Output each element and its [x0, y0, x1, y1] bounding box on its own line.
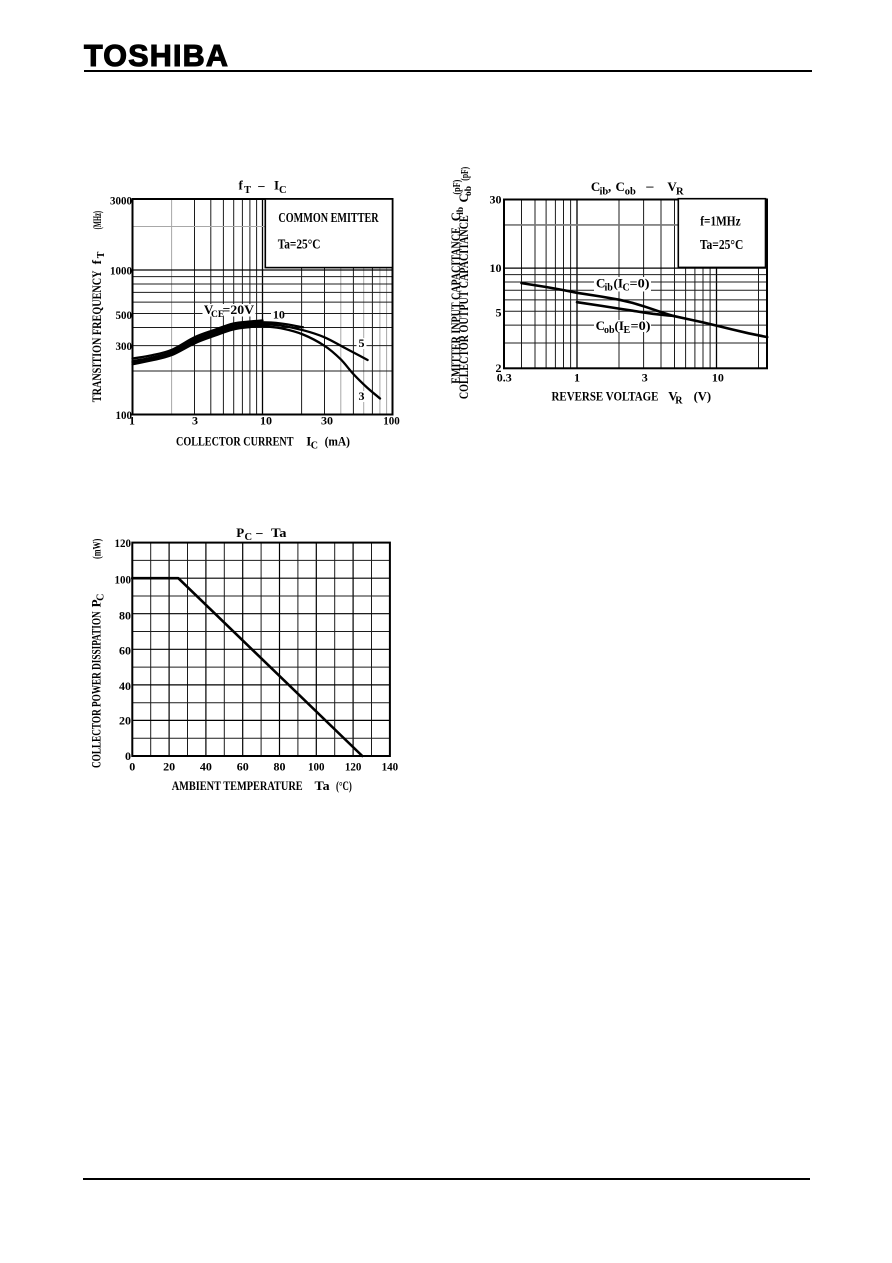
svg-text:TRANSITION FREQUENCY: TRANSITION FREQUENCY	[89, 270, 104, 402]
svg-text:120: 120	[345, 760, 362, 774]
svg-text:=20V: =20V	[223, 302, 255, 317]
svg-text:I: I	[274, 178, 279, 193]
svg-text:0: 0	[125, 749, 131, 763]
svg-text:C: C	[591, 179, 600, 194]
svg-text:(V): (V)	[694, 389, 712, 403]
svg-text:C: C	[596, 276, 605, 291]
svg-text:60: 60	[237, 760, 249, 774]
svg-text:E: E	[624, 325, 631, 336]
svg-text:3000: 3000	[110, 194, 132, 208]
svg-text:C: C	[596, 318, 605, 333]
svg-text:R: R	[676, 186, 684, 197]
svg-text:COMMON EMITTER: COMMON EMITTER	[278, 210, 379, 225]
svg-text:,: ,	[608, 179, 611, 194]
svg-text:V: V	[204, 302, 214, 317]
svg-text:10: 10	[490, 261, 502, 275]
svg-text:30: 30	[490, 193, 502, 207]
svg-text:C: C	[245, 532, 253, 543]
svg-text:20: 20	[163, 760, 175, 774]
svg-text:5: 5	[359, 336, 365, 350]
svg-text:10: 10	[273, 307, 285, 321]
svg-text:100: 100	[308, 760, 325, 774]
svg-text:20: 20	[119, 714, 131, 728]
svg-text:COLLECTOR OUTPUT CAPACITANCE: COLLECTOR OUTPUT CAPACITANCE	[457, 215, 471, 399]
svg-text:(MHz): (MHz)	[90, 211, 104, 230]
svg-text:100: 100	[116, 408, 133, 422]
svg-text:(pF): (pF)	[451, 179, 463, 194]
svg-text:EMITTER INPUT CAPACITANCE: EMITTER INPUT CAPACITANCE	[449, 227, 463, 384]
svg-text:f=1MHz: f=1MHz	[700, 214, 740, 229]
svg-text:ib: ib	[600, 186, 609, 197]
svg-text:COLLECTOR CURRENT: COLLECTOR CURRENT	[176, 434, 294, 449]
svg-text:300: 300	[116, 339, 133, 353]
svg-text:COLLECTOR POWER DISSIPATION: COLLECTOR POWER DISSIPATION	[89, 611, 104, 768]
svg-text:AMBIENT TEMPERATURE: AMBIENT TEMPERATURE	[172, 778, 303, 793]
svg-text:10: 10	[260, 414, 272, 428]
svg-text:ob: ob	[464, 186, 474, 196]
svg-text:V: V	[667, 179, 677, 194]
svg-text:1: 1	[574, 371, 580, 385]
svg-text:ob: ob	[625, 186, 636, 197]
svg-text:40: 40	[119, 679, 131, 693]
svg-text:V: V	[668, 388, 678, 403]
svg-text:=0): =0)	[631, 318, 651, 333]
svg-text:ob: ob	[604, 325, 615, 336]
svg-text:60: 60	[119, 644, 131, 658]
svg-text:3: 3	[192, 414, 198, 428]
svg-text:80: 80	[274, 760, 286, 774]
svg-text:C: C	[311, 441, 318, 452]
svg-text:100: 100	[115, 573, 132, 587]
svg-text:Ta: Ta	[315, 778, 331, 793]
svg-text:P: P	[236, 525, 244, 540]
svg-text:P: P	[89, 599, 104, 607]
svg-text:C: C	[449, 212, 463, 221]
svg-text:Ta: Ta	[271, 525, 287, 540]
svg-text:80: 80	[119, 609, 131, 623]
svg-text:T: T	[96, 251, 107, 258]
svg-text:C: C	[616, 179, 625, 194]
svg-text:ib: ib	[605, 283, 614, 294]
svg-text:−: −	[258, 179, 266, 194]
svg-text:(mA): (mA)	[325, 435, 350, 449]
svg-text:40: 40	[200, 760, 212, 774]
svg-text:(mW): (mW)	[90, 539, 104, 559]
svg-text:100: 100	[383, 414, 400, 428]
svg-text:0: 0	[129, 760, 135, 774]
svg-text:3: 3	[642, 371, 648, 385]
svg-text:C: C	[279, 185, 287, 196]
svg-text:C: C	[457, 193, 471, 202]
svg-text:C: C	[96, 594, 107, 601]
svg-text:500: 500	[116, 308, 133, 322]
svg-text:2: 2	[496, 361, 502, 375]
svg-text:(pF): (pF)	[459, 167, 471, 181]
svg-text:=0): =0)	[630, 276, 650, 291]
svg-text:3: 3	[359, 389, 365, 403]
svg-text:f: f	[89, 259, 104, 264]
svg-text:REVERSE VOLTAGE: REVERSE VOLTAGE	[552, 388, 659, 403]
svg-text:Ta=25°C: Ta=25°C	[700, 237, 743, 252]
svg-text:CE: CE	[211, 310, 224, 320]
svg-text:10: 10	[712, 371, 724, 385]
svg-text:I: I	[306, 434, 311, 449]
svg-text:1000: 1000	[110, 263, 132, 277]
svg-text:R: R	[675, 395, 683, 406]
svg-text:T: T	[244, 185, 251, 196]
svg-text:ib: ib	[456, 207, 466, 215]
svg-text:30: 30	[321, 414, 333, 428]
svg-text:C: C	[623, 283, 630, 294]
svg-text:(I: (I	[615, 318, 624, 333]
svg-text:f: f	[239, 178, 244, 193]
svg-text:−: −	[256, 526, 264, 541]
svg-text:120: 120	[115, 536, 132, 550]
svg-text:140: 140	[382, 760, 399, 774]
svg-text:1: 1	[129, 414, 135, 428]
svg-text:(°C): (°C)	[336, 779, 352, 793]
svg-text:Ta=25°C: Ta=25°C	[278, 236, 321, 251]
svg-text:0.3: 0.3	[497, 371, 512, 385]
svg-text:(I: (I	[614, 276, 623, 291]
svg-text:5: 5	[496, 306, 502, 320]
svg-text:−: −	[646, 179, 655, 194]
